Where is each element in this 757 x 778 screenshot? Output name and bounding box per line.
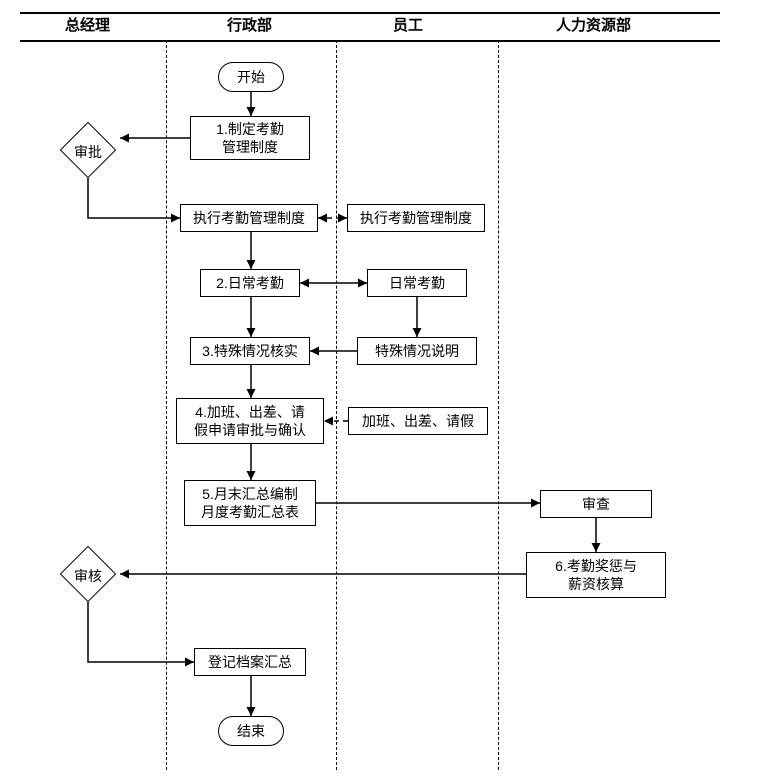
- lane-divider-3: [498, 40, 499, 770]
- lane-header-gm: 总经理: [65, 14, 110, 35]
- node-9: 登记档案汇总: [194, 648, 306, 676]
- lane-header-hr: 人力资源部: [556, 14, 631, 35]
- node-3a: 2.日常考勤: [200, 269, 300, 297]
- node-8: 6.考勤奖惩与薪资核算: [526, 552, 666, 598]
- lane-divider-2: [336, 40, 337, 770]
- node-8-text: 6.考勤奖惩与薪资核算: [555, 557, 637, 593]
- node-3a-text: 2.日常考勤: [216, 274, 284, 292]
- node-4a: 3.特殊情况核实: [190, 337, 310, 365]
- start-node: 开始: [218, 62, 284, 92]
- node-1-text: 1.制定考勤管理制度: [216, 120, 284, 156]
- header-top-line: [20, 12, 720, 14]
- node-6-text: 5.月末汇总编制月度考勤汇总表: [201, 485, 299, 521]
- node-4b-text: 特殊情况说明: [375, 342, 459, 360]
- end-label: 结束: [237, 721, 265, 741]
- lane-header-admin: 行政部: [227, 14, 272, 35]
- node-7: 审查: [540, 490, 652, 518]
- lane-divider-1: [166, 40, 167, 770]
- node-5b: 加班、出差、请假: [348, 407, 488, 435]
- node-3b: 日常考勤: [367, 269, 467, 297]
- node-5a-text: 4.加班、出差、请假申请审批与确认: [194, 403, 306, 439]
- node-2b-text: 执行考勤管理制度: [360, 209, 472, 227]
- decision-approve-1-label: 审批: [58, 142, 118, 162]
- node-5b-text: 加班、出差、请假: [362, 412, 474, 430]
- header-bot-line: [20, 40, 720, 42]
- node-2a: 执行考勤管理制度: [180, 204, 318, 232]
- end-node: 结束: [218, 716, 284, 746]
- lane-header-emp: 员工: [393, 14, 423, 35]
- node-4a-text: 3.特殊情况核实: [202, 342, 298, 360]
- decision-review-2-label: 审核: [58, 566, 118, 586]
- node-7-text: 审查: [582, 495, 610, 513]
- edges-layer: [0, 0, 757, 778]
- node-3b-text: 日常考勤: [389, 274, 445, 292]
- edge: [88, 602, 194, 662]
- node-4b: 特殊情况说明: [357, 337, 477, 365]
- node-2b: 执行考勤管理制度: [347, 204, 485, 232]
- node-5a: 4.加班、出差、请假申请审批与确认: [176, 398, 324, 444]
- node-9-text: 登记档案汇总: [208, 653, 292, 671]
- swimlane-header: 总经理 行政部 员工 人力资源部: [0, 14, 757, 38]
- node-2a-text: 执行考勤管理制度: [193, 209, 305, 227]
- node-1: 1.制定考勤管理制度: [190, 116, 310, 160]
- node-6: 5.月末汇总编制月度考勤汇总表: [184, 480, 316, 526]
- start-label: 开始: [237, 67, 265, 87]
